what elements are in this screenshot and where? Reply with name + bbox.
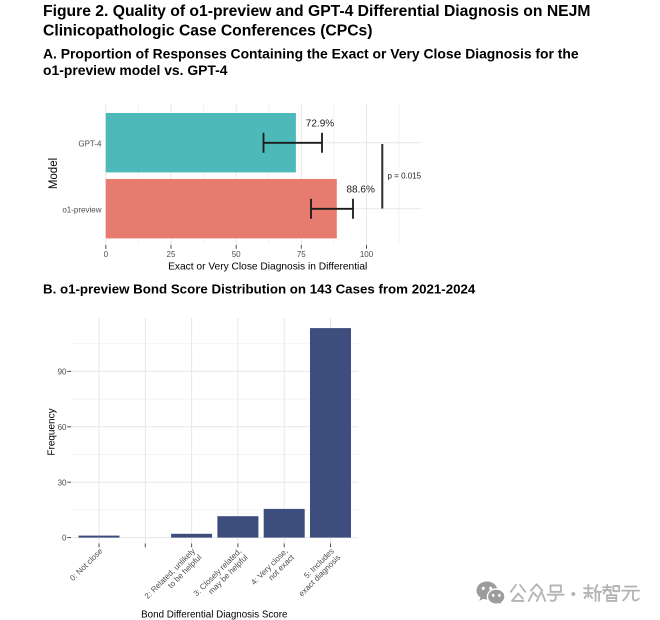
svg-text:4: Very close,not exact: 4: Very close,not exact	[249, 546, 296, 593]
svg-text:Bond Differential Diagnosis Sc: Bond Differential Diagnosis Score	[141, 609, 288, 620]
svg-text:Exact or Very Close Diagnosis: Exact or Very Close Diagnosis in Differe…	[168, 262, 367, 273]
svg-text:3: Closely related,may be help: 3: Closely related,may be helpful	[192, 546, 250, 604]
svg-text:GPT-4: GPT-4	[78, 140, 102, 149]
svg-text:o1-preview model vs. GPT-4: o1-preview model vs. GPT-4	[43, 62, 228, 78]
svg-text:o1-preview: o1-preview	[62, 205, 101, 214]
svg-text:Frequency: Frequency	[47, 408, 58, 455]
svg-text:60: 60	[58, 423, 67, 432]
svg-text:A. Proportion of Responses Con: A. Proportion of Responses Containing th…	[43, 46, 579, 62]
svg-text:Clinicopathologic Case Confere: Clinicopathologic Case Conferences (CPCs…	[43, 23, 373, 40]
svg-text:0: Not close: 0: Not close	[68, 546, 105, 583]
svg-text:50: 50	[232, 250, 241, 259]
svg-text:p = 0.015: p = 0.015	[388, 172, 422, 181]
svg-text:0: 0	[104, 250, 109, 259]
svg-text:Figure 2. Quality of o1-previe: Figure 2. Quality of o1-preview and GPT-…	[43, 3, 590, 20]
svg-text:72.9%: 72.9%	[306, 119, 334, 130]
svg-text:B. o1-preview Bond Score Distr: B. o1-preview Bond Score Distribution on…	[43, 281, 476, 296]
svg-text:25: 25	[167, 250, 176, 259]
svg-text:90: 90	[58, 367, 67, 376]
svg-text:88.6%: 88.6%	[347, 184, 375, 195]
svg-text:5: Includesexact diagnosis: 5: Includesexact diagnosis	[291, 547, 343, 599]
svg-text:75: 75	[297, 250, 306, 259]
svg-text:0: 0	[62, 534, 67, 543]
svg-text:30: 30	[58, 478, 67, 487]
svg-text:100: 100	[360, 250, 374, 259]
svg-text:Model: Model	[48, 158, 60, 189]
svg-text:2: Related, unlikelyto be help: 2: Related, unlikelyto be helpful	[143, 546, 204, 607]
